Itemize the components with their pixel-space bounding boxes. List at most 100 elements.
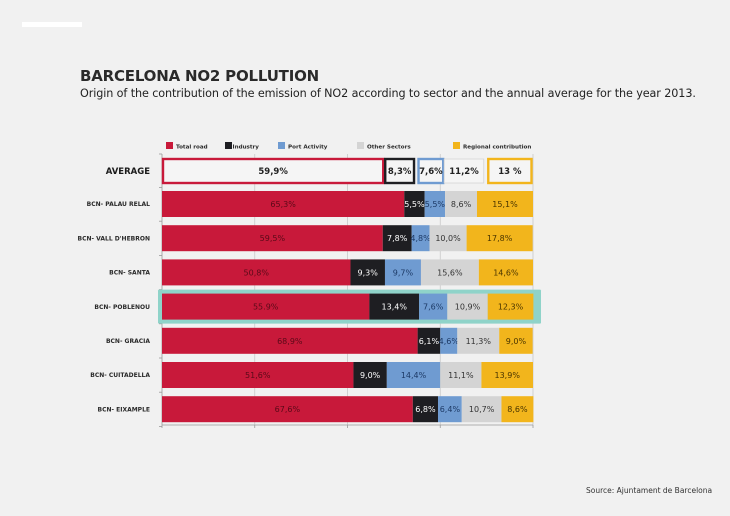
bar-value-label: 11,1% [448,371,474,380]
bar-segment-other-sectors [445,191,477,217]
category-label-average: AVERAGE [106,167,150,177]
bar-value-label: 9,7% [393,268,414,277]
bar-segment-port-activity [424,191,446,217]
bar-value-label: 4,6% [439,337,460,346]
bar-value-label: 65,3% [270,200,296,209]
bar-value-label: 10,0% [435,234,461,243]
bar-segment-port-activity [438,396,462,423]
average-segment-port-activity [417,157,445,185]
top-decorative-bar [22,22,82,27]
bar-segment-total-road [162,225,383,252]
legend-swatch-port-activity [278,142,285,149]
bar-value-label: 13,4% [382,303,408,312]
source-note: Source: Ajuntament de Barcelona [586,486,713,495]
page-subtitle: Origin of the contribution of the emissi… [80,87,696,100]
bar-segment-other-sectors [420,259,479,286]
bar-segment-industry [353,362,387,388]
bar-value-label: 7,8% [387,234,408,243]
bar-segment-port-activity [411,225,430,252]
bar-value-label: 10,9% [455,303,481,312]
bar-value-label: 8,6% [451,200,472,209]
bar-value-label: 9,0% [360,371,381,380]
bar-segment-total-road [162,327,418,354]
legend-label-industry: Industry [233,145,260,151]
average-value-label: 13 % [498,167,522,177]
bar-value-label: 14,4% [401,371,427,380]
legend-label-regional-contribution: Regional contribution [463,145,531,151]
bar-segment-port-activity [419,293,448,320]
bar-value-label: 6,4% [440,405,461,414]
legend-swatch-regional-contribution [453,142,460,149]
bar-segment-port-activity [440,327,458,354]
average-segment-industry [384,157,416,185]
bar-value-label: 4,8% [410,234,431,243]
bar-segment-port-activity [386,362,441,388]
bar-value-label: 11,3% [466,337,492,346]
category-label: BCN- PALAU RELAL [87,201,150,208]
legend-swatch-total-road [166,142,173,149]
bar-value-label: 15,6% [437,268,463,277]
legend-label-port-activity: Port Activity [288,145,328,151]
average-segment-regional-contribution [487,157,533,185]
bar-value-label: 5,5% [425,200,446,209]
bar-value-label: 9,3% [358,268,379,277]
bar-value-label: 13,9% [495,371,521,380]
average-segment-total-road [161,157,385,185]
bar-segment-other-sectors [457,327,500,354]
bar-value-label: 9,0% [506,337,527,346]
bar-segment-regional-contribution [476,191,533,217]
bar-value-label: 15,1% [492,200,518,209]
bar-segment-industry [404,191,425,217]
bar-segment-regional-contribution [466,225,533,252]
bar-segment-regional-contribution [487,293,534,320]
bar-segment-industry [417,327,441,354]
bar-segment-total-road [162,259,351,286]
bar-value-label: 68,9% [277,337,303,346]
category-label: BCN- EIXAMPLE [98,406,150,413]
bar-segment-industry [412,396,439,423]
category-label: BCN- GRACIA [106,338,150,345]
category-label: BCN- VALL D'HEBRON [78,235,150,242]
bar-value-label: 51,6% [245,371,271,380]
average-value-label: 7,6% [419,167,443,177]
legend-label-total-road: Total road [176,145,208,151]
bar-segment-port-activity [384,259,421,286]
bar-segment-total-road [162,293,370,320]
bar-value-label: 10,7% [469,405,495,414]
bar-segment-other-sectors [447,293,488,320]
bar-value-label: 6,8% [415,405,436,414]
bar-segment-total-road [162,396,413,423]
bar-segment-total-road [162,191,405,217]
bar-segment-regional-contribution [499,327,533,354]
bar-segment-industry [350,259,385,286]
bar-value-label: 55.9% [253,303,279,312]
bar-value-label: 8,6% [507,405,528,414]
bar-segment-regional-contribution [501,396,534,423]
average-value-label: 8,3% [388,167,412,177]
bar-value-label: 6,1% [419,337,440,346]
bar-segment-other-sectors [429,225,467,252]
bar-value-label: 7,6% [423,303,444,312]
average-value-label: 59,9% [258,167,288,177]
bar-segment-total-road [162,362,354,388]
bar-value-label: 67,6% [275,405,301,414]
bar-segment-regional-contribution [478,259,533,286]
bar-segment-other-sectors [461,396,502,423]
bar-segment-regional-contribution [481,362,533,388]
bar-value-label: 14,6% [493,268,519,277]
bar-segment-industry [369,293,420,320]
page-title: BARCELONA NO2 POLLUTION [80,67,319,85]
bar-value-label: 12,3% [498,303,524,312]
bar-value-label: 59,5% [260,234,286,243]
legend-swatch-other-sectors [357,142,364,149]
legend-swatch-industry [225,142,232,149]
bar-segment-other-sectors [440,362,482,388]
legend-label-other-sectors: Other Sectors [367,145,411,151]
average-value-label: 11,2% [449,167,479,177]
category-label: BCN- CUITADELLA [90,372,150,379]
average-segment-other-sectors [443,158,485,184]
bar-value-label: 17,8% [487,234,513,243]
bar-value-label: 5,5% [404,200,425,209]
bar-value-label: 50,8% [244,268,270,277]
